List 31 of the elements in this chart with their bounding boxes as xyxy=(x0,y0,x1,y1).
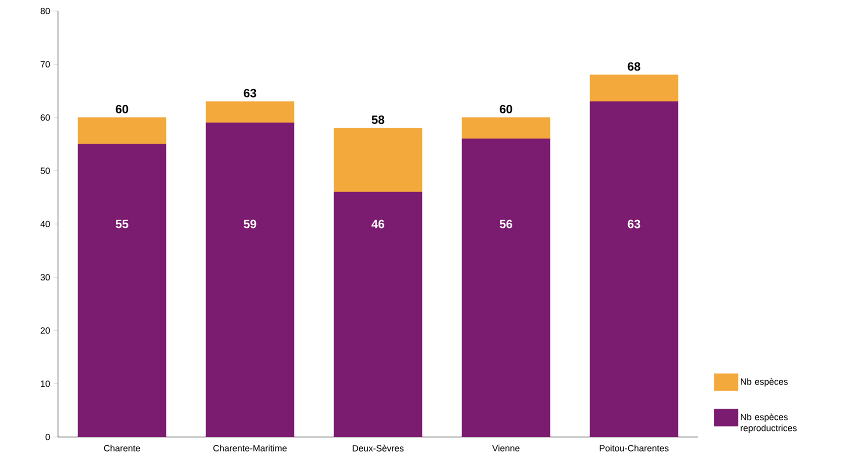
y-tick-label: 60 xyxy=(40,114,50,121)
x-tick-label: Poitou-Charentes xyxy=(600,444,669,452)
y-tick-label: 10 xyxy=(40,380,50,387)
total-label: 68 xyxy=(628,62,640,71)
total-label: 58 xyxy=(372,115,384,124)
data-label: 63 xyxy=(628,220,640,228)
y-tick-label: 40 xyxy=(40,220,50,228)
x-tick-label: Vienne xyxy=(492,444,520,452)
data-label: 59 xyxy=(244,220,256,228)
total-label: 60 xyxy=(500,104,512,114)
x-tick-label: Charente xyxy=(104,444,140,452)
legend-label: Nb espèces xyxy=(740,378,788,387)
y-tick-label: 0 xyxy=(46,434,50,440)
x-tick-label: Deux-Sèvres xyxy=(352,444,404,452)
bar xyxy=(590,74,678,102)
total-label: 63 xyxy=(244,88,256,98)
bar xyxy=(206,101,294,124)
y-tick-label: 30 xyxy=(40,274,50,280)
data-label: 56 xyxy=(500,220,512,228)
y-tick-label: 70 xyxy=(40,61,50,68)
bar xyxy=(334,128,422,192)
y-tick-label: 50 xyxy=(40,168,50,174)
legend-label: Nb espèces reproductrices xyxy=(740,414,797,433)
x-tick-label: Charente-Maritime xyxy=(213,444,287,452)
bar xyxy=(462,117,550,140)
data-label: 46 xyxy=(372,220,384,228)
data-label: 55 xyxy=(116,220,128,228)
bar xyxy=(78,117,166,144)
y-tick-label: 80 xyxy=(40,8,50,14)
total-label: 60 xyxy=(116,104,128,114)
y-tick-label: 20 xyxy=(40,327,50,334)
